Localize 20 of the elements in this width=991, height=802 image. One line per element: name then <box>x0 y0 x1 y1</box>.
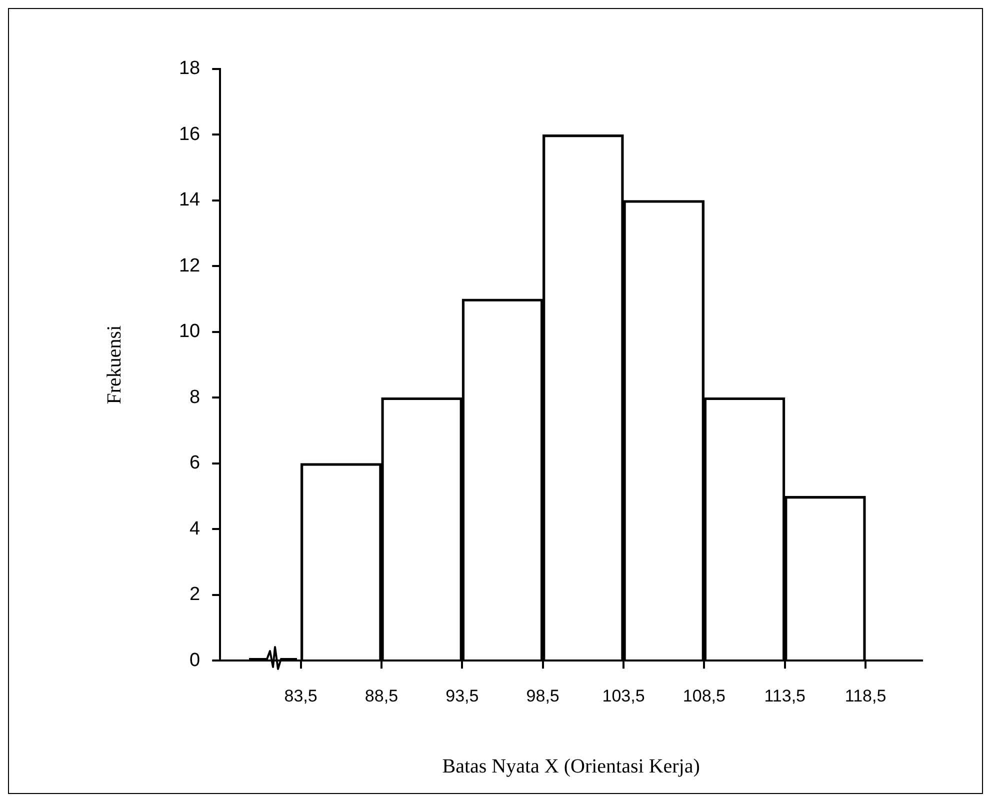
y-tick-label: 12 <box>178 255 200 276</box>
y-tick-label: 16 <box>178 124 200 145</box>
y-tick-label: 2 <box>190 584 200 606</box>
y-axis-title: Frekuensi <box>103 324 126 404</box>
y-tick-label: 18 <box>178 58 200 80</box>
x-tick-label: 108,5 <box>682 686 726 706</box>
x-tick-label: 83,5 <box>284 686 318 706</box>
y-tick-label: 8 <box>190 386 200 408</box>
x-tick-label: 93,5 <box>446 686 479 706</box>
y-tick-label: 14 <box>178 190 201 211</box>
x-tick-label: 113,5 <box>764 686 806 706</box>
y-tick-label: 0 <box>190 650 200 671</box>
x-tick-label: 88,5 <box>364 686 398 706</box>
x-tick-label: 118,5 <box>844 686 886 706</box>
y-tick-label: 10 <box>178 321 200 342</box>
y-tick-label: 6 <box>190 452 200 474</box>
x-tick-label: 103,5 <box>602 686 645 706</box>
x-axis-title: Batas Nyata X (Orientasi Kerja) <box>442 755 700 778</box>
y-tick-label: 4 <box>190 518 201 540</box>
x-tick-label: 98,5 <box>526 686 560 706</box>
